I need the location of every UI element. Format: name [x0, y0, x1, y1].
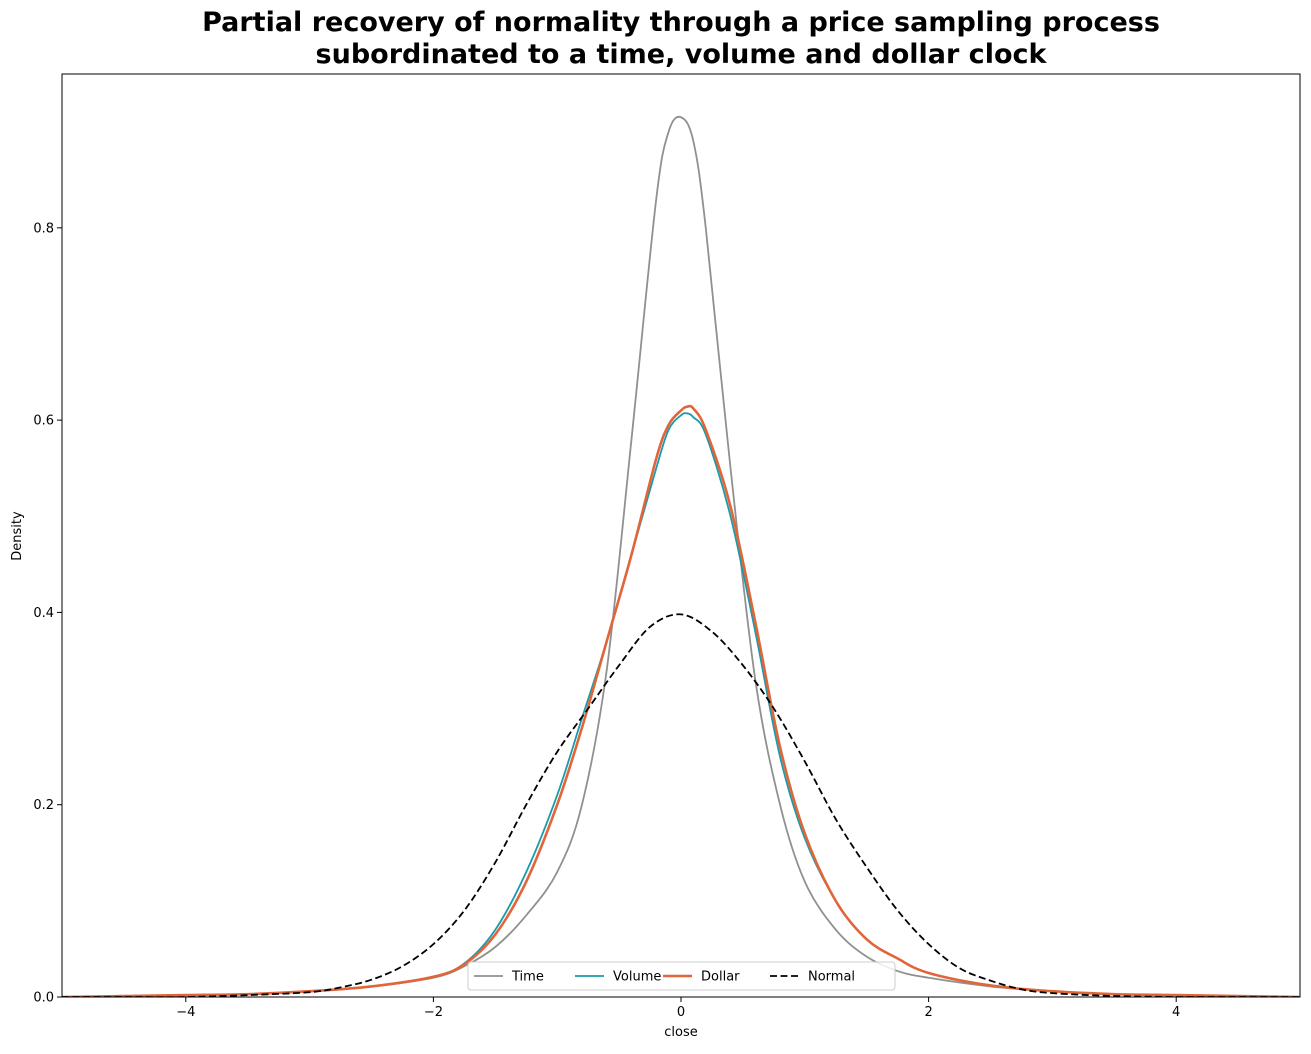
legend: Time Volume Dollar Normal	[467, 961, 896, 991]
y-tick-label: 0.4	[33, 606, 54, 621]
legend-label-time: Time	[511, 970, 544, 985]
legend-label-normal: Normal	[808, 970, 855, 985]
y-axis: 0.0 0.2 0.4 0.6 0.8	[33, 221, 62, 1006]
series-line-normal	[62, 613, 1300, 997]
y-tick-label: 0.2	[33, 798, 54, 813]
x-axis-label: close	[664, 1025, 697, 1040]
x-axis: −4 −2 0 2 4	[176, 997, 1180, 1020]
x-tick-label: −4	[176, 1005, 195, 1020]
series-layer	[62, 115, 1300, 997]
y-tick-label: 0.0	[33, 991, 54, 1006]
x-tick-label: −2	[424, 1005, 443, 1020]
x-tick-label: 2	[924, 1005, 932, 1020]
series-line-dollar	[62, 404, 1300, 997]
x-tick-label: 0	[677, 1005, 685, 1020]
y-tick-label: 0.6	[33, 414, 54, 429]
chart-title-line-1: Partial recovery of normality through a …	[202, 7, 1160, 38]
x-tick-label: 4	[1172, 1005, 1180, 1020]
y-tick-label: 0.8	[33, 221, 54, 236]
legend-label-dollar: Dollar	[701, 970, 740, 985]
y-axis-label: Density	[10, 511, 25, 561]
legend-label-volume: Volume	[613, 970, 661, 985]
chart-title-line-2: subordinated to a time, volume and dolla…	[316, 39, 1048, 70]
